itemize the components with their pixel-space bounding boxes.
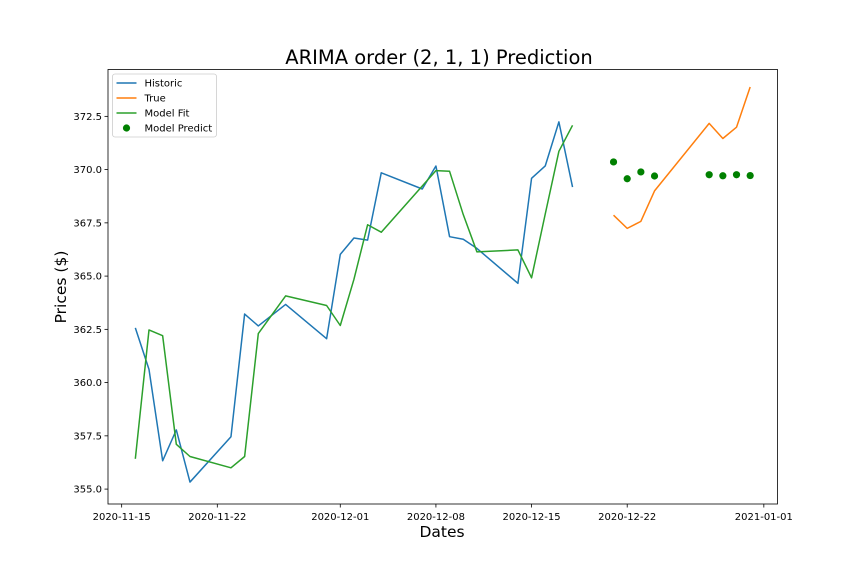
series-line-historic — [134, 121, 574, 483]
legend-label-true: True — [144, 94, 166, 105]
plot-area-frame — [107, 69, 778, 505]
data-point-model-predict — [705, 171, 713, 179]
y-tick-label: 357.5 — [73, 431, 102, 442]
x-tick-label: 2020-12-08 — [407, 512, 465, 523]
chart-title: ARIMA order (2, 1, 1) Prediction — [285, 46, 593, 69]
legend-label-model-predict: Model Predict — [145, 124, 213, 135]
legend-swatch-model-predict — [122, 124, 131, 132]
data-point-model-predict — [623, 175, 631, 183]
x-axis-label: Dates — [419, 523, 464, 541]
legend: Historic True Model Fit Model Predict — [112, 73, 217, 138]
y-tick-label: 367.5 — [73, 218, 102, 229]
y-tick-label: 370.0 — [73, 165, 102, 176]
legend-label-model-fit: Model Fit — [145, 109, 190, 120]
data-point-model-predict — [650, 172, 659, 180]
x-tick-label: 2020-11-15 — [93, 512, 151, 523]
y-tick-label: 360.0 — [73, 378, 102, 389]
series-line-model-fit — [134, 124, 574, 469]
y-tick-label: 355.0 — [73, 485, 102, 496]
y-tick-label: 372.5 — [73, 112, 102, 123]
series-line-true — [613, 86, 751, 230]
x-tick-label: 2020-12-15 — [502, 512, 560, 523]
data-point-model-predict — [637, 168, 645, 176]
plot-series — [134, 86, 754, 483]
y-tick-label: 365.0 — [73, 272, 102, 283]
data-point-model-predict — [719, 172, 727, 180]
data-point-model-predict — [609, 158, 618, 166]
x-tick-label: 2021-01-01 — [735, 512, 793, 523]
data-point-model-predict — [746, 171, 754, 180]
x-tick-label: 2020-12-01 — [311, 512, 369, 523]
x-tick-label: 2020-11-22 — [188, 512, 246, 523]
legend-frame — [112, 73, 217, 138]
legend-label-historic: Historic — [145, 79, 183, 90]
axes: 2020-11-15 2020-11-22 2020-12-01 2020-12-08… — [73, 112, 793, 523]
data-point-model-predict — [732, 171, 741, 179]
x-tick-label: 2020-12-22 — [598, 512, 656, 523]
y-axis-label: Prices ($) — [52, 251, 70, 324]
y-tick-label: 362.5 — [73, 325, 102, 336]
